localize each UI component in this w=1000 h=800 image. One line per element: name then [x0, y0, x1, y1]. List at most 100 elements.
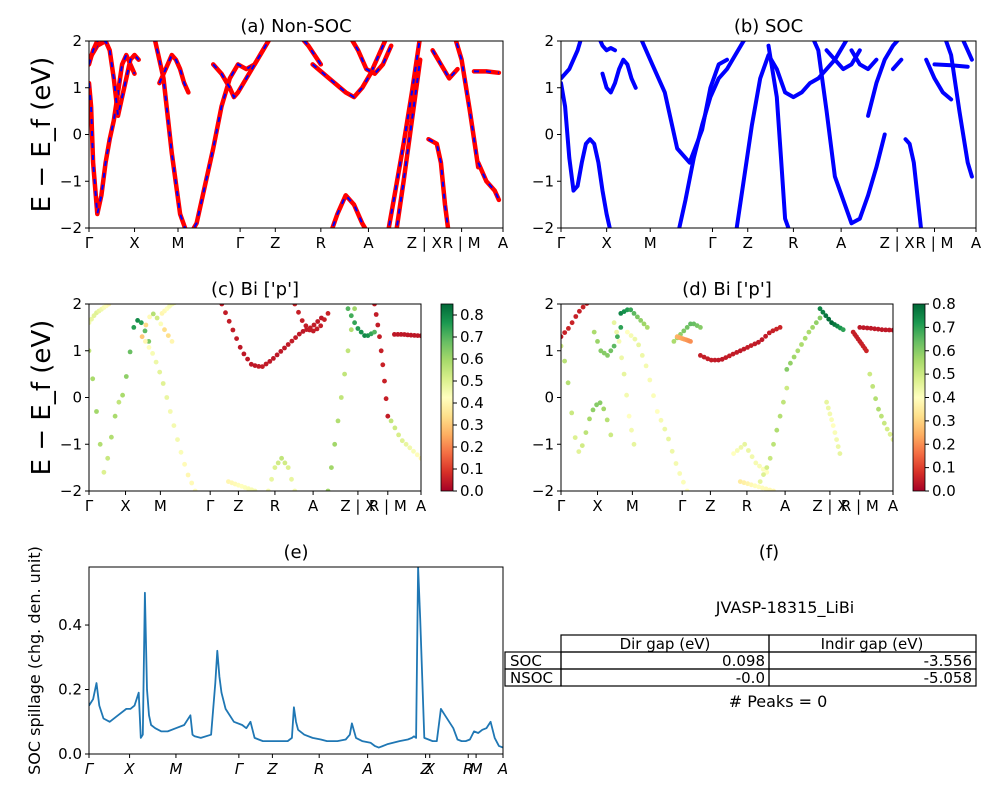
projection-point	[628, 333, 634, 338]
band-line-nonsoc	[310, 41, 388, 100]
gap-table: Dir gap (eV) Indir gap (eV) SOC 0.098 -3…	[504, 634, 977, 687]
projection-point	[705, 356, 711, 362]
projection-point	[604, 417, 610, 423]
projection-point	[771, 441, 776, 447]
projection-point	[761, 472, 766, 477]
projection-point	[763, 333, 768, 339]
y-tick-label: 2	[72, 295, 82, 313]
projection-point	[177, 298, 182, 303]
projection-point	[595, 339, 600, 344]
projection-point	[788, 360, 793, 366]
spillage-line	[89, 567, 503, 749]
projection-point	[396, 432, 401, 438]
projection-point	[698, 353, 703, 358]
projection-point	[153, 359, 159, 365]
panel-b-frame	[560, 40, 977, 229]
band-line-soc	[561, 41, 617, 81]
projection-point	[884, 426, 890, 432]
projection-point	[267, 359, 273, 364]
k-point-label: X	[123, 760, 135, 778]
colorbar-tick-label: 0.0	[932, 482, 956, 500]
colorbar-tick-label: 0.1	[932, 459, 956, 477]
k-point-label: X	[424, 760, 436, 778]
projection-point	[731, 451, 736, 456]
band-line-nonsoc	[89, 41, 101, 67]
band-line-soc	[932, 62, 970, 69]
y-tick-label: 0	[72, 126, 82, 144]
projection-point	[274, 352, 280, 358]
projection-point	[644, 325, 650, 330]
projection-point	[269, 476, 274, 482]
k-point-label: Γ	[206, 497, 215, 515]
band-line-soc	[561, 81, 612, 228]
projection-point	[296, 331, 302, 337]
panel-e-frame	[88, 566, 504, 755]
k-point-label: X	[592, 497, 602, 515]
band-line-soc	[891, 57, 904, 72]
projection-point	[377, 334, 382, 340]
projection-point	[757, 463, 762, 469]
projection-point	[830, 423, 836, 428]
band-line-soc	[677, 41, 747, 228]
projection-point	[562, 358, 567, 364]
projection-point	[752, 483, 758, 489]
projection-point	[827, 411, 833, 417]
band-line-nonsoc	[89, 41, 141, 119]
projection-point	[414, 452, 420, 458]
panel-e-plot-area	[89, 567, 503, 749]
y-tick-label: 0.4	[58, 616, 82, 634]
projection-point	[708, 357, 714, 363]
projection-point	[146, 339, 152, 344]
y-tick-label: −1	[60, 172, 82, 190]
k-point-label: A	[888, 497, 899, 515]
y-tick-label: 0	[544, 389, 554, 407]
colorbar-tick-label: 0.6	[460, 350, 484, 368]
projection-point	[189, 480, 195, 486]
projection-point	[631, 441, 637, 447]
projection-point	[292, 304, 298, 307]
panel-e-title: (e)	[283, 542, 308, 563]
k-point-label: R	[788, 234, 798, 252]
y-tick-label: −2	[532, 482, 554, 500]
projection-point	[767, 487, 773, 491]
projection-point	[388, 418, 394, 424]
projection-point	[632, 336, 638, 342]
projection-point	[106, 304, 112, 307]
colorbar-tick-label: 0.8	[460, 306, 484, 324]
panel-b-title: (b) SOC	[734, 16, 803, 37]
projection-point	[256, 364, 262, 369]
projection-point	[299, 318, 305, 323]
projection-point	[285, 465, 291, 470]
colorbar-gradient	[912, 303, 926, 492]
band-line-soc	[866, 41, 900, 118]
projection-point	[90, 376, 96, 382]
k-point-label: R	[463, 760, 473, 778]
band-line-nonsoc	[330, 193, 368, 228]
projection-point	[171, 423, 177, 428]
projection-point	[781, 399, 786, 405]
projection-point	[139, 334, 145, 340]
projection-point	[380, 362, 386, 368]
projection-point	[300, 329, 306, 334]
projection-point	[608, 348, 614, 354]
projection-point	[182, 461, 188, 467]
y-tick-label: 1	[544, 342, 554, 360]
projection-point	[598, 348, 604, 354]
projection-point	[135, 318, 141, 323]
k-point-label: M	[644, 234, 657, 252]
band-line-soc	[734, 41, 849, 228]
projection-point	[857, 325, 863, 330]
band-line-soc	[903, 137, 923, 228]
k-point-label: M	[626, 497, 639, 515]
projection-point	[883, 327, 888, 333]
projection-point	[338, 395, 344, 400]
projection-point	[738, 445, 744, 450]
projection-point	[150, 351, 156, 356]
projection-point	[626, 413, 632, 419]
projection-point	[219, 304, 225, 307]
k-point-label: M	[169, 760, 182, 778]
y-tick-label: 2	[72, 32, 82, 50]
panel-a-plot-area	[89, 41, 502, 228]
panel-a-frame	[88, 40, 504, 229]
